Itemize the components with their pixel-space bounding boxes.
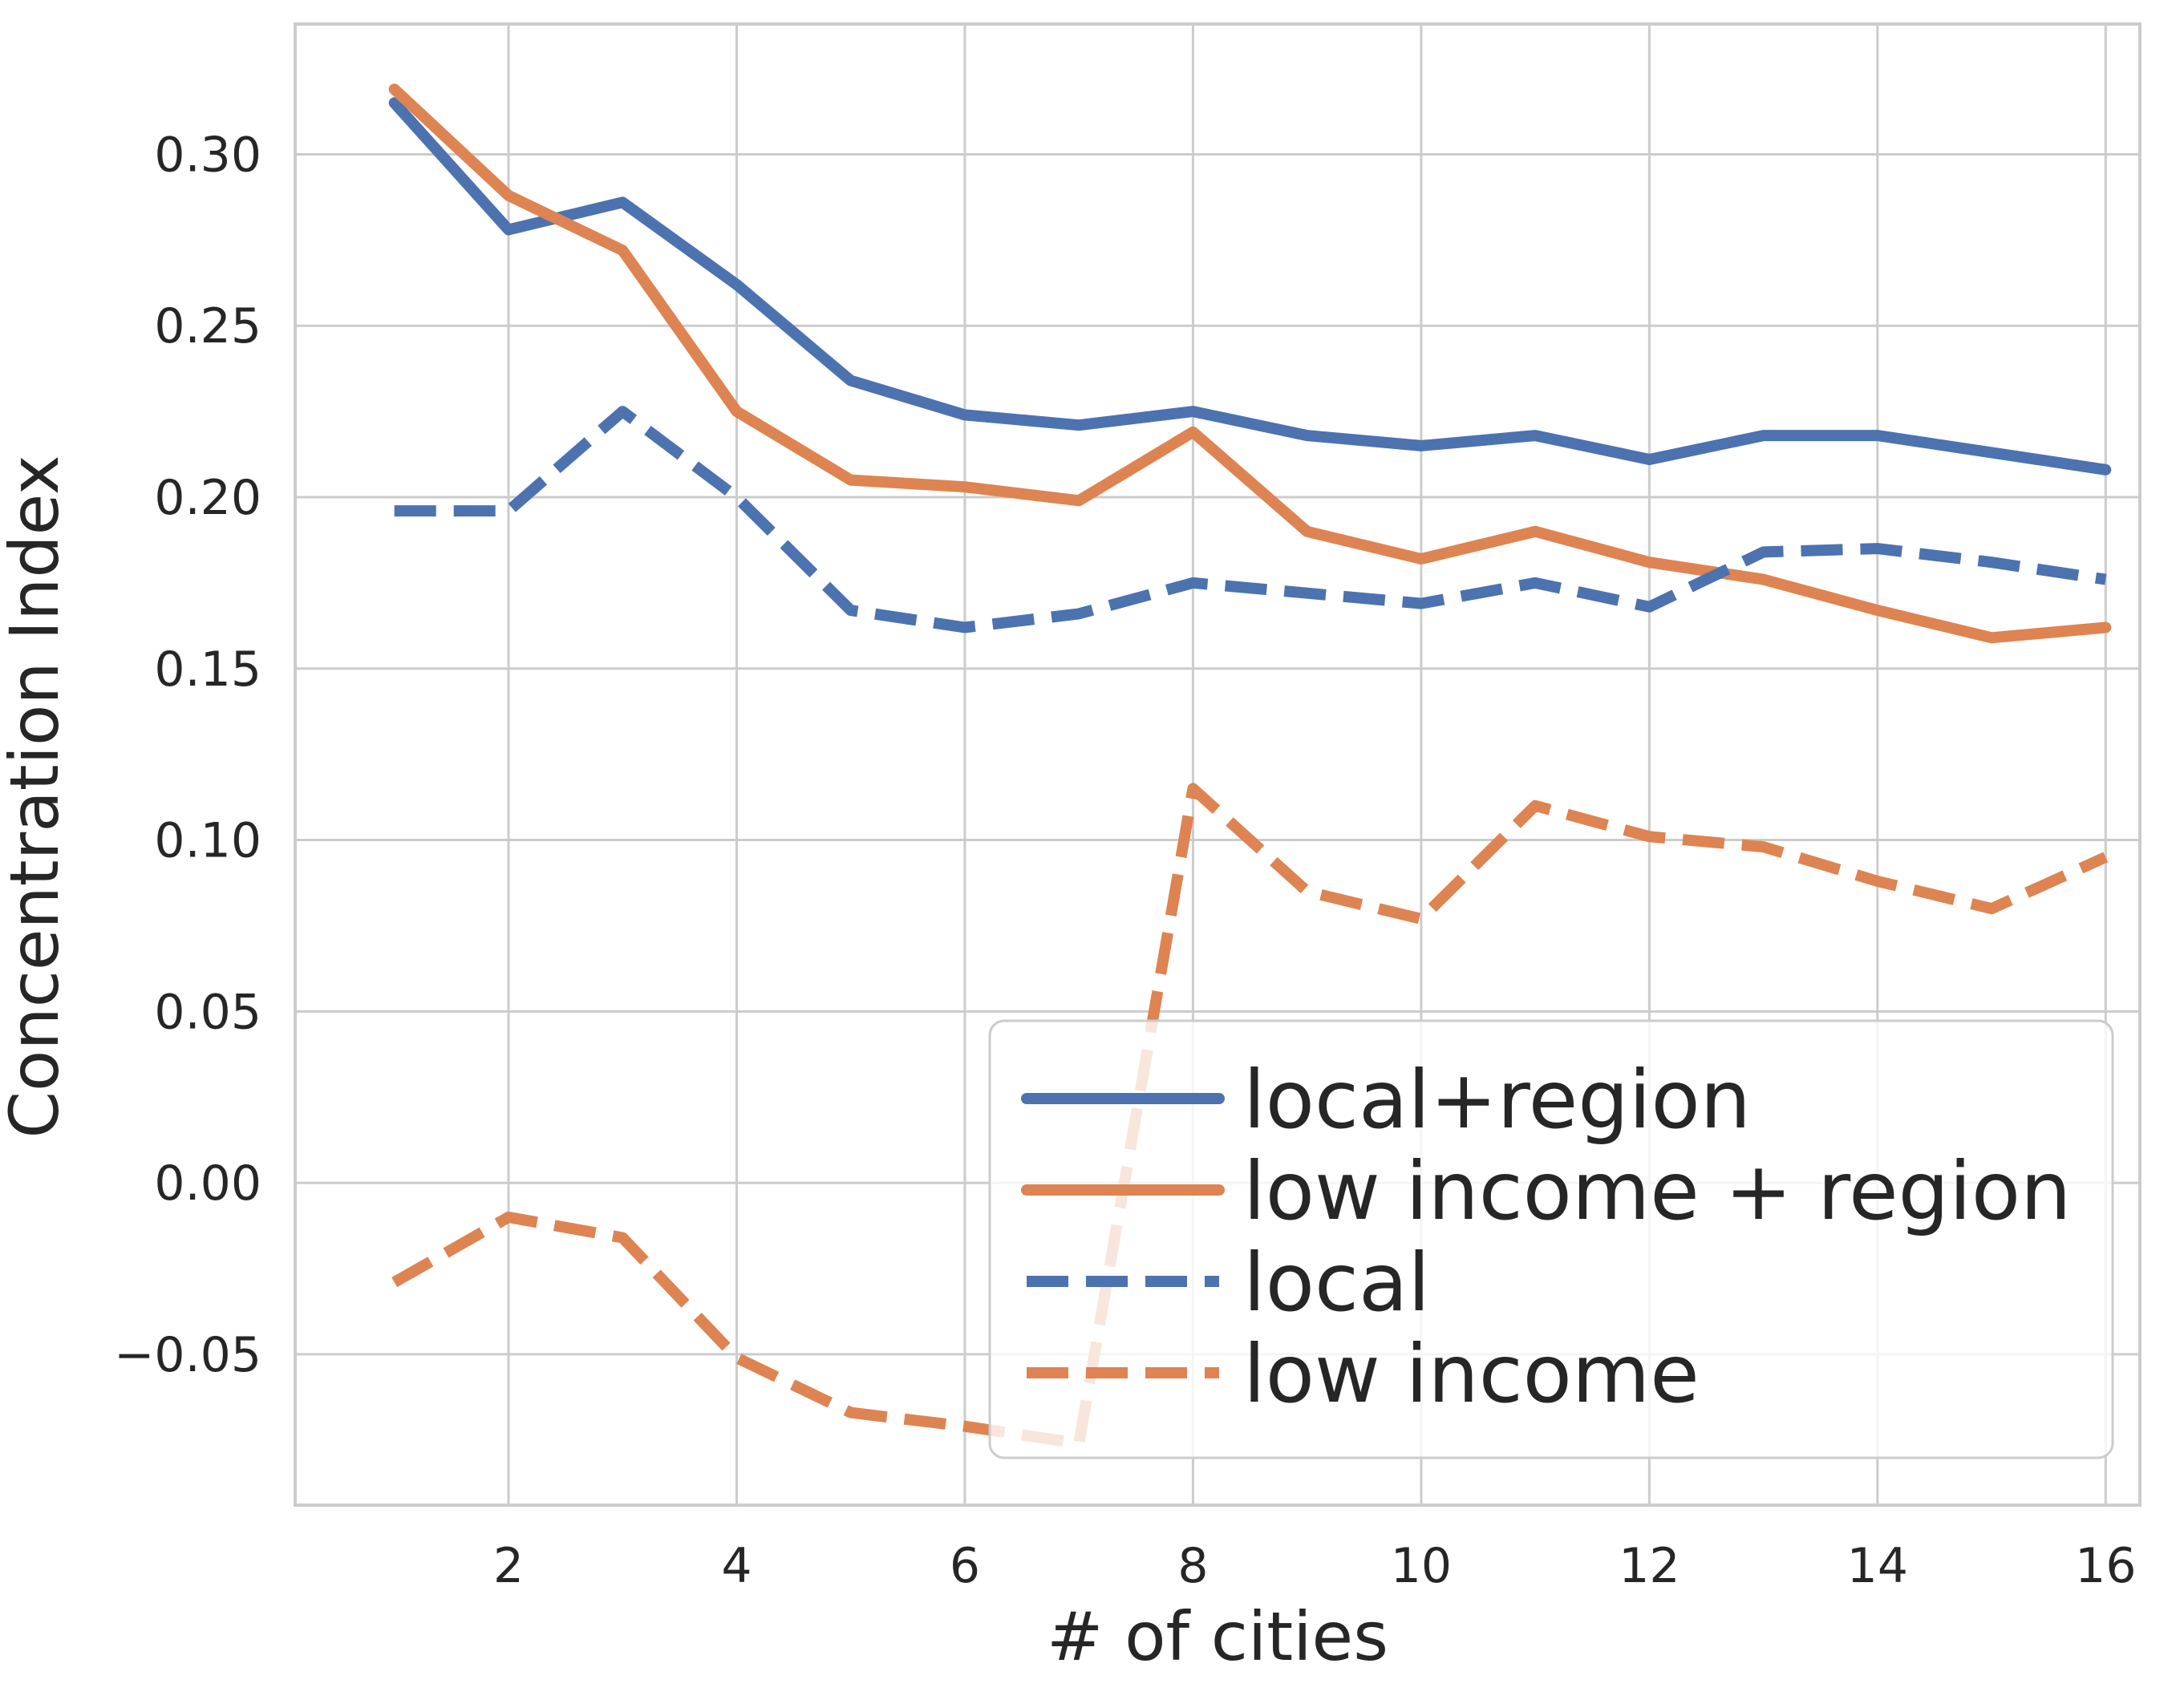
series-lines [388,83,2112,1449]
y-tick-label: 0.20 [154,470,261,526]
grid [295,24,2140,1505]
legend-label: low income [1243,1327,1700,1421]
x-tick-label: 14 [1847,1538,1908,1594]
y-tick-label: −0.05 [114,1327,261,1383]
legend-label: low income + region [1243,1144,2071,1238]
series-line-1 [388,97,2112,476]
plot-frame [294,22,2141,1507]
series-line-3 [394,406,2107,633]
legend-label: local [1243,1236,1430,1330]
x-tick-label: 2 [493,1538,524,1594]
x-tick-labels: 2 4 6 8 10 12 14 16 [493,1538,2137,1594]
y-axis-label: Concentration Index [0,455,74,1138]
x-tick-label: 16 [2075,1538,2136,1594]
y-tick-label: 0.05 [154,984,261,1040]
x-axis-label: # of cities [1047,1597,1388,1676]
y-tick-label: 0.30 [154,127,261,183]
y-tick-label: 0.25 [154,298,261,354]
x-tick-label: 6 [950,1538,980,1594]
y-tick-label: 0.15 [154,642,261,698]
x-tick-label: 12 [1619,1538,1680,1594]
series-line-4 [391,783,2109,1449]
x-tick-label: 10 [1391,1538,1452,1594]
y-tick-label: 0.00 [154,1156,261,1212]
legend-box [988,1019,2114,1459]
x-tick-label: 8 [1177,1538,1208,1594]
x-tick-label: 4 [721,1538,752,1594]
series-line-2 [388,83,2112,644]
legend-label: local+region [1243,1053,1751,1147]
y-tick-label: 0.10 [154,813,261,869]
y-tick-labels: −0.05 0.00 0.05 0.10 0.15 0.20 0.25 0.30 [114,127,261,1382]
